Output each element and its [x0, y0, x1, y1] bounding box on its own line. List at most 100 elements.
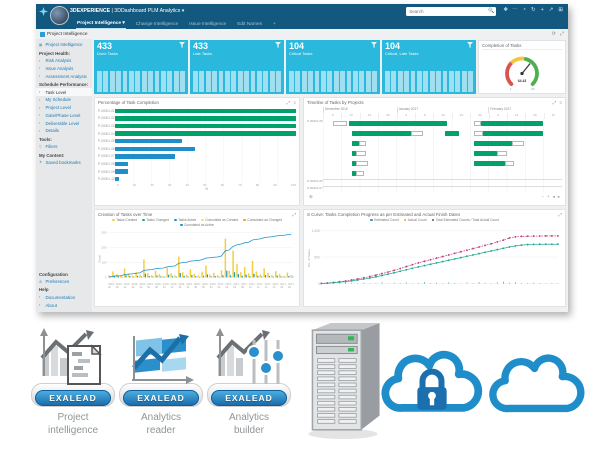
- spark-bar: [263, 71, 269, 92]
- filter-icon[interactable]: [275, 42, 281, 50]
- gantt-control-item[interactable]: ▸: [557, 193, 560, 199]
- bullet-icon: ▪: [39, 295, 41, 300]
- tab-item[interactable]: +: [273, 22, 276, 27]
- tab-edit-names[interactable]: Edit Names: [237, 22, 263, 27]
- gantt-row-label: [307, 139, 323, 149]
- gantt-task-label-box[interactable]: [411, 130, 424, 136]
- add-icon[interactable]: +: [540, 7, 544, 14]
- gantt-task-label-box[interactable]: [332, 120, 347, 126]
- refresh-icon[interactable]: ⟳: [551, 31, 556, 37]
- gantt-task-bar[interactable]: [351, 170, 357, 176]
- gantt-lane-plot: [323, 148, 562, 159]
- sidebar-item-deliverable-level[interactable]: ▪ Deliverable Level: [36, 119, 92, 127]
- spark-bar: [391, 71, 397, 92]
- chevron-down-icon[interactable]: ▾: [181, 8, 185, 14]
- sidebar-item-details[interactable]: ▪ Details: [36, 127, 92, 135]
- gantt-task-label-box[interactable]: [497, 150, 508, 156]
- sidebar-item-preferences[interactable]: ⚙ Preferences: [36, 278, 92, 286]
- gantt-task-bar[interactable]: [351, 150, 357, 156]
- compass-icon[interactable]: [39, 7, 48, 16]
- expand-icon[interactable]: ⤢: [286, 99, 291, 105]
- gantt-task-bar[interactable]: [480, 120, 543, 126]
- sidebar-item-my-schedule[interactable]: ▪ My Schedule: [36, 96, 92, 104]
- history-icon[interactable]: ↻: [530, 7, 536, 14]
- gantt-task-bar[interactable]: [351, 140, 359, 146]
- filter-icon[interactable]: [179, 42, 185, 50]
- gantt-control-item[interactable]: −: [541, 193, 544, 199]
- sidebar-item-about[interactable]: ▪ About: [36, 301, 92, 309]
- axis-tick: 0: [117, 182, 119, 187]
- tab-issue-intelligence[interactable]: Issue Intelligence: [189, 22, 227, 27]
- sidebar-item-task-level[interactable]: ▪ Task Level: [36, 88, 92, 96]
- expand-icon[interactable]: ⤢: [552, 99, 557, 105]
- sidebar-item-filters[interactable]: ▽ Filters: [36, 143, 92, 151]
- share-icon[interactable]: ↗: [548, 7, 554, 14]
- server-icon: [308, 323, 380, 439]
- sidebar-item-risk-analysis[interactable]: ▪ Risk Analysis: [36, 57, 92, 65]
- gauge-chart: 64.43 0 100: [505, 56, 539, 91]
- avatar[interactable]: [50, 6, 69, 25]
- gantt-task-bar[interactable]: [473, 160, 505, 166]
- hbar-category-label: P-00001-08: [98, 161, 115, 166]
- gantt-task-label-box[interactable]: [356, 160, 369, 166]
- sidebar-item-saved-bookmarks[interactable]: ★ Saved bookmarks: [36, 159, 92, 167]
- spark-bar: [225, 71, 230, 92]
- gantt-task-bar[interactable]: [349, 120, 448, 126]
- spark-bar: [141, 71, 147, 92]
- user-icon[interactable]: ◔: [522, 7, 526, 14]
- spark-bar: [180, 71, 186, 92]
- spark-bar: [353, 71, 358, 92]
- widget-title: Creation of Tasks over Time: [98, 212, 153, 217]
- apps-icon[interactable]: ⊞: [558, 7, 563, 14]
- gantt-task-bar[interactable]: [351, 160, 357, 166]
- kpi-sparkline: [289, 71, 378, 92]
- gantt-task-bar[interactable]: [473, 150, 498, 156]
- legend-dot: [370, 218, 373, 222]
- sidebar-item-issue-analysis[interactable]: ▪ Issue Analysis: [36, 65, 92, 73]
- expand-icon[interactable]: ⤢: [558, 211, 562, 217]
- gantt-task-bar[interactable]: [444, 130, 460, 136]
- hbar-track: [115, 122, 296, 130]
- gantt-task-label-box[interactable]: [504, 160, 515, 166]
- more-icon[interactable]: ⋯: [512, 7, 518, 14]
- filter-icon[interactable]: [371, 42, 377, 50]
- tab-project-intelligence[interactable]: Project Intelligence ▾: [76, 20, 126, 29]
- expand-icon[interactable]: ⤢: [559, 31, 564, 37]
- gantt-task-label-box[interactable]: [356, 150, 366, 156]
- gantt-task-label-box[interactable]: [511, 140, 524, 146]
- gantt-lane: P-00001-07: [307, 185, 562, 193]
- kpi-value: 104: [289, 41, 305, 51]
- tab-change-intelligence[interactable]: Change Intelligence: [135, 22, 179, 27]
- gantt-task-label-box[interactable]: [473, 130, 484, 136]
- top-bar: 3DEXPERIENCE | 3DDashboard PLM Analytics…: [36, 4, 568, 25]
- gantt-task-bar[interactable]: [473, 140, 512, 146]
- gantt-task-label-box[interactable]: [356, 170, 364, 176]
- gantt-control-item[interactable]: ◂: [552, 193, 555, 199]
- sidebar-item-project-intelligence[interactable]: ▦ Project Intelligence: [36, 41, 92, 49]
- sidebar-item-documentation[interactable]: ▪ Documentation: [36, 293, 92, 301]
- svg-text:0: 0: [318, 282, 320, 286]
- hbar-bar: [115, 154, 175, 159]
- gantt-task-bar[interactable]: [351, 130, 412, 136]
- gantt-task-bar[interactable]: [483, 130, 543, 136]
- expand-icon[interactable]: ⤢: [292, 211, 296, 217]
- search-icon[interactable]: 🔍: [487, 8, 495, 14]
- spark-bar: [410, 71, 416, 92]
- menu-icon[interactable]: ≡: [293, 99, 296, 105]
- spark-bar: [397, 71, 403, 92]
- sidebar-item-label: Task Level: [45, 89, 67, 95]
- gantt-task-label-box[interactable]: [358, 140, 366, 146]
- hbar-axis-label: %: [205, 186, 208, 191]
- gantt-task-label-box[interactable]: [473, 120, 481, 126]
- gantt-control-item[interactable]: +: [546, 193, 550, 199]
- sidebar-item-project-level[interactable]: ▪ Project Level: [36, 104, 92, 112]
- sidebar-item-gate-phase-level[interactable]: ▪ Gate/Phase Level: [36, 111, 92, 119]
- menu-icon[interactable]: ≡: [559, 99, 562, 105]
- axis-tick: 2017-10: [248, 283, 256, 289]
- search-input[interactable]: [406, 6, 497, 16]
- zoom-icon[interactable]: ⊕: [309, 193, 313, 199]
- sidebar-item-assessment-analysis[interactable]: ▪ Assessment Analysis: [36, 72, 92, 80]
- bullet-icon: ⚙: [39, 279, 43, 284]
- filter-icon[interactable]: [467, 42, 473, 50]
- tag-icon[interactable]: ❖: [503, 7, 509, 14]
